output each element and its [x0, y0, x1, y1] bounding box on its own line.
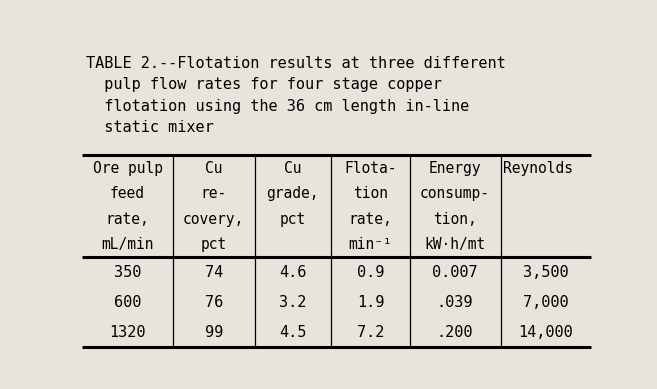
Text: flotation using the 36 cm length in-line: flotation using the 36 cm length in-line — [86, 99, 470, 114]
Text: tion: tion — [353, 186, 388, 201]
Text: 74: 74 — [204, 265, 223, 280]
Text: covery,: covery, — [183, 212, 244, 226]
Text: 3.2: 3.2 — [279, 295, 307, 310]
Text: Reynolds: Reynolds — [503, 161, 573, 176]
Text: min⁻¹: min⁻¹ — [349, 237, 392, 252]
Text: kW·h/mt: kW·h/mt — [424, 237, 486, 252]
Text: 14,000: 14,000 — [518, 325, 574, 340]
Text: Cu: Cu — [205, 161, 223, 176]
Text: 600: 600 — [114, 295, 141, 310]
Text: 1320: 1320 — [109, 325, 146, 340]
Text: 1.9: 1.9 — [357, 295, 384, 310]
Text: Ore pulp: Ore pulp — [93, 161, 162, 176]
Text: 0.9: 0.9 — [357, 265, 384, 280]
Text: .200: .200 — [437, 325, 473, 340]
Text: pulp flow rates for four stage copper: pulp flow rates for four stage copper — [86, 77, 442, 92]
Text: pct: pct — [200, 237, 227, 252]
Text: 4.5: 4.5 — [279, 325, 307, 340]
Text: consump-: consump- — [420, 186, 490, 201]
Text: 350: 350 — [114, 265, 141, 280]
Text: rate,: rate, — [106, 212, 149, 226]
Text: rate,: rate, — [349, 212, 392, 226]
Text: 99: 99 — [204, 325, 223, 340]
Text: TABLE 2.--Flotation results at three different: TABLE 2.--Flotation results at three dif… — [86, 56, 506, 71]
Text: tion,: tion, — [433, 212, 477, 226]
Text: static mixer: static mixer — [86, 120, 214, 135]
Text: 7,000: 7,000 — [523, 295, 569, 310]
Text: grade,: grade, — [267, 186, 319, 201]
Text: Energy: Energy — [429, 161, 482, 176]
Text: 4.6: 4.6 — [279, 265, 307, 280]
Text: feed: feed — [110, 186, 145, 201]
Text: .039: .039 — [437, 295, 473, 310]
Text: 7.2: 7.2 — [357, 325, 384, 340]
Text: Cu: Cu — [284, 161, 302, 176]
Text: 0.007: 0.007 — [432, 265, 478, 280]
Text: 3,500: 3,500 — [523, 265, 569, 280]
Text: re-: re- — [200, 186, 227, 201]
Text: 76: 76 — [204, 295, 223, 310]
Text: mL/min: mL/min — [101, 237, 154, 252]
Text: Flota-: Flota- — [344, 161, 397, 176]
Text: pct: pct — [280, 212, 306, 226]
